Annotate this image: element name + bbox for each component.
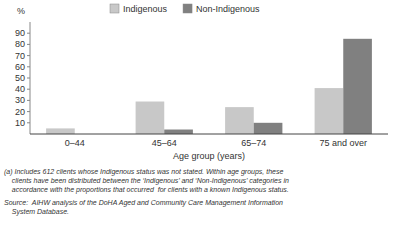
- y-tick: [27, 33, 30, 34]
- chart: 1020 3040506070 8090% 0–44 45–64 65–74 75 and …: [0, 0, 397, 227]
- y-tick: [27, 100, 30, 101]
- bar: [46, 128, 75, 134]
- y-axis: 1020 3040506070 8090: [15, 22, 30, 134]
- bar: [164, 130, 193, 134]
- x-axis-line: [30, 134, 388, 135]
- source-note-line: Source: AIHW analysis of the DoHA Aged a…: [4, 199, 283, 207]
- y-tick: [27, 111, 30, 112]
- legend-swatch: [183, 4, 192, 13]
- footnote: (a) Includes 612 clients whose Indigenou…: [4, 168, 289, 194]
- legend-label: Non-Indigenous: [196, 4, 260, 14]
- bar: [315, 88, 344, 134]
- y-axis-label: %: [17, 6, 25, 16]
- x-axis-label: Age group (years): [173, 151, 245, 161]
- bar: [343, 39, 372, 134]
- y-tick-label: 40: [15, 84, 25, 94]
- y-tick: [27, 55, 30, 56]
- footnote-line: accordance with the proportions that occ…: [4, 186, 289, 194]
- footnote-line: clients have been distributed between th…: [4, 177, 289, 185]
- bar: [225, 107, 254, 134]
- bar: [136, 102, 165, 134]
- y-tick: [27, 78, 30, 79]
- bar: [254, 123, 283, 134]
- x-axis: 0–44 45–64 65–74 75 and over: [30, 134, 388, 148]
- y-tick: [27, 122, 30, 123]
- x-tick-label: 65–74: [241, 138, 266, 148]
- footnote-line: (a) Includes 612 clients whose Indigenou…: [4, 168, 283, 176]
- source-note-line: System Database.: [4, 208, 69, 216]
- y-tick-label: 20: [15, 107, 25, 117]
- y-tick: [27, 89, 30, 90]
- y-tick-label: 80: [15, 39, 25, 49]
- chart-container: 1020 3040506070 8090% 0–44 45–64 65–74 75 and …: [0, 0, 397, 227]
- y-tick-label: 10: [15, 118, 25, 128]
- x-tick-label: 0–44: [65, 138, 85, 148]
- bars: [46, 39, 372, 134]
- legend-swatch: [110, 4, 119, 13]
- source-note: Source: AIHW analysis of the DoHA Aged a…: [4, 199, 283, 216]
- y-tick: [27, 66, 30, 67]
- legend-label: Indigenous: [123, 4, 168, 14]
- y-tick-label: 70: [15, 51, 25, 61]
- y-tick-label: 60: [15, 62, 25, 72]
- x-tick-label: 75 and over: [319, 138, 367, 148]
- y-tick-label: 30: [15, 95, 25, 105]
- y-tick-label: 50: [15, 73, 25, 83]
- y-tick: [27, 44, 30, 45]
- x-tick-label: 45–64: [152, 138, 177, 148]
- y-tick-label: 90: [15, 28, 25, 38]
- legend: Indigenous Non-Indigenous: [110, 4, 260, 14]
